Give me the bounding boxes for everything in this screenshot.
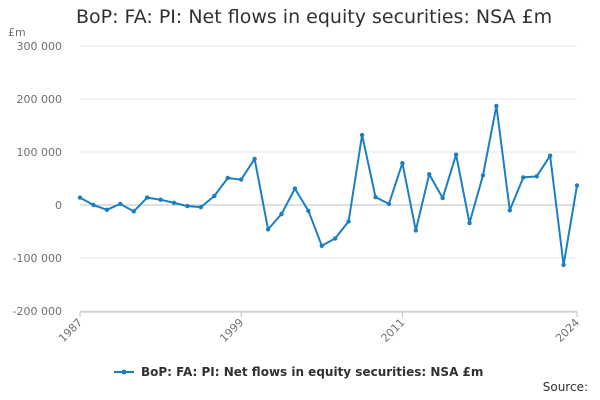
- data-point[interactable]: [158, 197, 163, 202]
- y-tick-label: -200 000: [13, 305, 62, 318]
- data-point[interactable]: [427, 172, 432, 177]
- data-point[interactable]: [171, 200, 177, 206]
- data-point[interactable]: [400, 160, 405, 166]
- data-point[interactable]: [534, 174, 539, 179]
- legend: BoP: FA: PI: Net flows in equity securit…: [113, 365, 483, 379]
- data-point[interactable]: [104, 207, 110, 212]
- series-layer: [77, 103, 580, 268]
- data-point[interactable]: [561, 262, 566, 268]
- data-point[interactable]: [91, 202, 96, 208]
- legend-swatch: [114, 369, 134, 375]
- data-point[interactable]: [118, 201, 123, 207]
- data-point[interactable]: [413, 228, 419, 233]
- data-point[interactable]: [480, 173, 486, 178]
- y-tick-label: 100 000: [17, 146, 63, 159]
- data-point[interactable]: [467, 220, 472, 226]
- data-point[interactable]: [185, 203, 190, 209]
- data-point[interactable]: [346, 219, 351, 224]
- data-point[interactable]: [373, 194, 378, 200]
- data-point[interactable]: [198, 204, 204, 210]
- data-point[interactable]: [494, 103, 499, 109]
- data-point[interactable]: [292, 186, 298, 191]
- gridlines: [80, 45, 577, 312]
- y-tick-label: 200 000: [17, 93, 63, 106]
- x-tick-label: 1999: [217, 316, 246, 345]
- data-point[interactable]: [265, 227, 271, 232]
- y-axis-unit-label: £m: [8, 26, 26, 39]
- chart-title: BoP: FA: PI: Net flows in equity securit…: [76, 6, 553, 28]
- data-point[interactable]: [333, 236, 338, 241]
- data-point[interactable]: [440, 195, 445, 201]
- source-label: Source:: [542, 380, 588, 394]
- y-tick-label: -100 000: [13, 252, 62, 265]
- x-tick-label: 1987: [56, 316, 85, 345]
- data-point[interactable]: [521, 175, 526, 180]
- data-point[interactable]: [238, 177, 244, 182]
- data-point[interactable]: [131, 209, 136, 214]
- data-point[interactable]: [279, 211, 284, 217]
- data-point[interactable]: [77, 195, 83, 200]
- data-point[interactable]: [386, 201, 392, 207]
- x-tick-label: 2024: [553, 316, 582, 345]
- data-point[interactable]: [359, 132, 365, 138]
- y-tick-label: 300 000: [17, 40, 63, 53]
- data-point[interactable]: [507, 208, 513, 213]
- x-axis: 1987 1999 2011 2024: [56, 311, 582, 345]
- y-tick-label: 0: [55, 199, 62, 212]
- y-axis: -200 000 -100 000 0 100 000 200 000 300 000: [13, 40, 62, 318]
- x-tick-label: 2011: [379, 316, 408, 345]
- legend-label: BoP: FA: PI: Net flows in equity securit…: [141, 365, 484, 379]
- series-line: [79, 104, 578, 266]
- data-point[interactable]: [225, 175, 230, 181]
- data-point[interactable]: [212, 193, 217, 199]
- data-point[interactable]: [574, 183, 580, 188]
- data-point[interactable]: [252, 156, 257, 162]
- data-point[interactable]: [547, 153, 553, 158]
- data-point[interactable]: [144, 195, 150, 200]
- data-point[interactable]: [453, 152, 459, 157]
- data-point[interactable]: [319, 243, 324, 249]
- data-point[interactable]: [306, 208, 311, 214]
